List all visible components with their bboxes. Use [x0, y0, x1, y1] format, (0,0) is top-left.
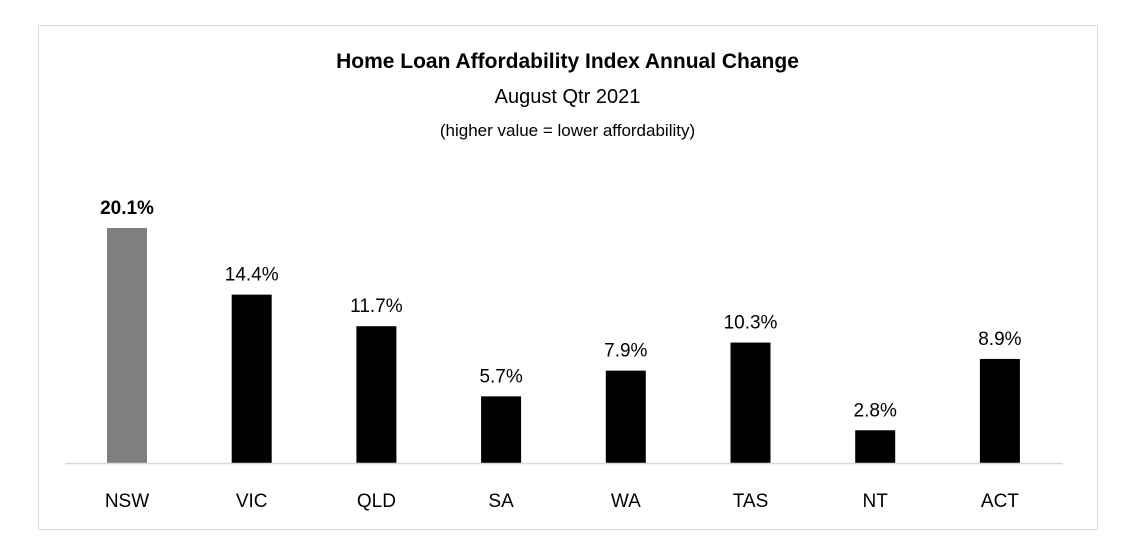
data-label-nsw: 20.1% [100, 198, 154, 219]
x-tick-label-nsw: NSW [105, 491, 149, 512]
x-tick-label-vic: VIC [236, 491, 268, 512]
data-label-act: 8.9% [978, 329, 1021, 350]
data-label-nt: 2.8% [854, 400, 897, 421]
data-label-wa: 7.9% [604, 341, 647, 362]
data-label-sa: 5.7% [479, 366, 522, 387]
bar-sa [481, 396, 522, 463]
data-label-vic: 14.4% [225, 265, 279, 286]
x-tick-label-wa: WA [611, 491, 641, 512]
bar-vic [231, 294, 272, 463]
bar-wa [605, 370, 646, 463]
bar-tas [730, 342, 771, 463]
x-tick-label-sa: SA [488, 491, 514, 512]
chart-subtitle: August Qtr 2021 [494, 86, 641, 108]
data-label-tas: 10.3% [724, 313, 778, 334]
chart-title: Home Loan Affordability Index Annual Cha… [336, 50, 799, 73]
bar-nsw [107, 228, 147, 463]
data-label-qld: 11.7% [350, 296, 403, 317]
bar-qld [356, 326, 397, 463]
bar-act [979, 358, 1020, 463]
x-tick-label-tas: TAS [733, 491, 769, 512]
x-tick-label-qld: QLD [357, 491, 396, 512]
x-tick-label-act: ACT [981, 491, 1019, 512]
x-tick-label-nt: NT [863, 491, 889, 512]
bar-nt [855, 430, 896, 463]
chart-note: (higher value = lower affordability) [439, 121, 696, 140]
chart-frame [38, 25, 1098, 530]
